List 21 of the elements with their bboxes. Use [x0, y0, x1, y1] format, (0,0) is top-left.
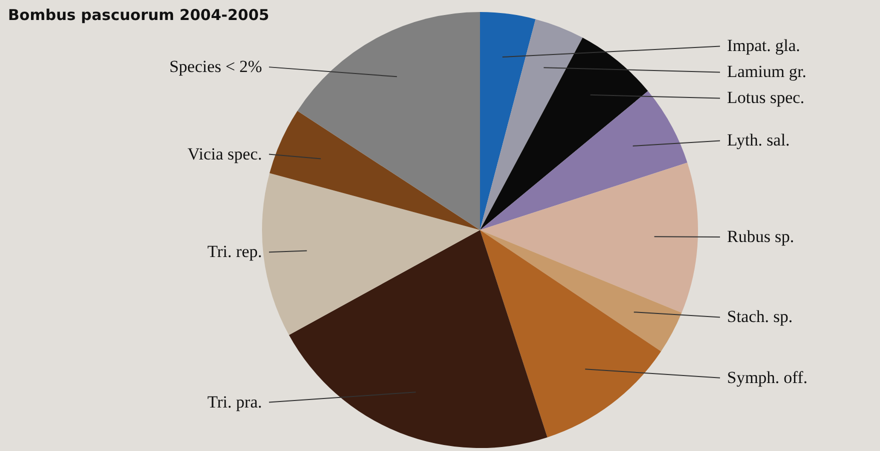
slice-label: Lyth. sal.: [727, 130, 790, 150]
pie-slice: [480, 19, 583, 230]
slice-label: Impat. gla.: [727, 36, 800, 56]
slice-label: Vicia spec.: [188, 144, 262, 164]
slice-label: Tri. pra.: [207, 392, 262, 412]
slice-label: Lamium gr.: [727, 62, 806, 82]
pie-slice: [480, 12, 536, 230]
pie-slice: [270, 110, 480, 230]
pie-slice: [297, 12, 480, 230]
pie-slice: [288, 230, 548, 448]
slice-label: Symph. off.: [727, 368, 808, 387]
pie-slice: [480, 230, 662, 438]
pie-slice: [480, 91, 688, 230]
slice-label: Rubus sp.: [727, 226, 794, 246]
slice-label: Tri. rep.: [207, 242, 262, 262]
slice-label: Species < 2%: [169, 57, 262, 76]
slice-label: Lotus spec.: [727, 88, 804, 108]
chart-title: Bombus pascuorum 2004-2005: [8, 6, 270, 24]
pie-slice: [480, 230, 682, 352]
pie-slice: [480, 38, 648, 230]
slice-label: Stach. sp.: [727, 307, 793, 326]
